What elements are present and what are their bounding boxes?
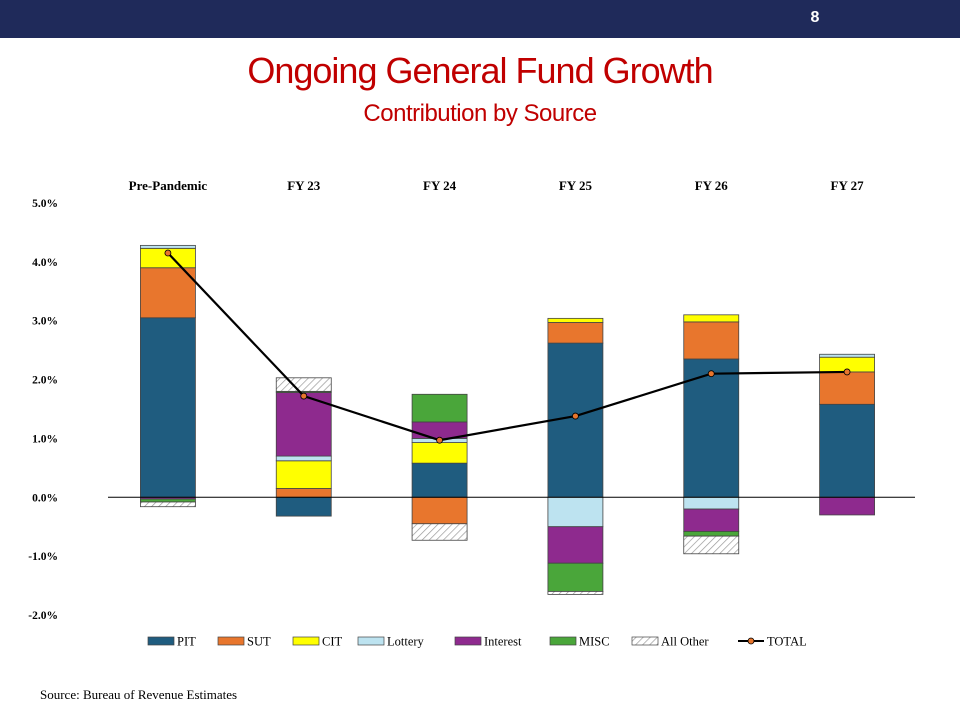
y-axis: 5.0% 4.0% 3.0% 2.0% 1.0% 0.0% -1.0% -2.0% bbox=[28, 198, 58, 622]
bar-segment-lottery bbox=[275, 455, 332, 462]
category-label: FY 26 bbox=[695, 178, 729, 193]
bars bbox=[140, 244, 875, 595]
bar-segment-sut bbox=[819, 371, 875, 405]
bar-segment-sut bbox=[411, 496, 468, 525]
legend-swatch-sut bbox=[217, 636, 245, 646]
bar-segment-all-other bbox=[411, 523, 468, 541]
y-tick-label: 2.0% bbox=[32, 375, 58, 387]
bar-segment-cit bbox=[547, 317, 604, 323]
bar-segment-cit bbox=[411, 442, 468, 464]
bar-segment-sut bbox=[140, 267, 196, 319]
legend-label: PIT bbox=[177, 635, 196, 649]
total-point bbox=[572, 412, 579, 420]
legend: PIT SUT CIT Lottery Interest MISC All Other TOT… bbox=[147, 635, 807, 649]
bar-segment-all-other bbox=[547, 591, 604, 595]
legend-swatch-cit bbox=[292, 636, 320, 646]
bar-segment-lottery bbox=[547, 496, 604, 528]
slide-subtitle: Contribution by Source bbox=[363, 100, 597, 127]
legend-marker-total bbox=[747, 637, 755, 645]
total-point bbox=[164, 249, 172, 257]
legend-swatch-interest bbox=[454, 636, 482, 646]
bar-segment-lottery bbox=[140, 244, 196, 249]
top-banner: 8 bbox=[0, 0, 960, 38]
total-series-line bbox=[167, 252, 848, 442]
bar-segment-sut bbox=[547, 322, 604, 344]
legend-swatch-pit bbox=[147, 636, 175, 646]
bar-segment-interest bbox=[547, 526, 604, 564]
total-point bbox=[707, 370, 715, 378]
y-tick-label: 3.0% bbox=[32, 316, 58, 328]
category-label: FY 24 bbox=[423, 178, 457, 193]
legend-swatch-lottery bbox=[357, 636, 385, 646]
legend-label: Interest bbox=[484, 635, 522, 649]
bar-segment-all-other bbox=[140, 501, 196, 508]
bar-segment-lottery bbox=[683, 496, 740, 510]
bar-segment-pit bbox=[275, 496, 332, 517]
bar-segment-pit bbox=[819, 403, 875, 498]
category-label: FY 23 bbox=[287, 178, 321, 193]
bar-segment-pit bbox=[140, 317, 196, 498]
y-tick-label: 0.0% bbox=[32, 492, 58, 504]
bar-segment-misc bbox=[683, 531, 740, 537]
legend-label: MISC bbox=[579, 635, 610, 649]
category-label: FY 25 bbox=[559, 178, 593, 193]
y-tick-label: 4.0% bbox=[32, 257, 58, 269]
bar-segment-sut bbox=[275, 488, 332, 498]
legend-label: Lottery bbox=[387, 635, 425, 649]
legend-label: SUT bbox=[247, 635, 271, 649]
bar-segment-interest bbox=[683, 508, 740, 532]
category-labels: Pre-Pandemic FY 23 FY 24 FY 25 FY 26 FY 27 bbox=[129, 178, 864, 193]
total-point bbox=[843, 368, 851, 376]
total-line bbox=[164, 249, 851, 444]
y-tick-label: -1.0% bbox=[28, 551, 58, 563]
legend-label: CIT bbox=[322, 635, 343, 649]
y-tick-label: 1.0% bbox=[32, 433, 58, 445]
bar-segment-cit bbox=[683, 314, 740, 323]
legend-label: All Other bbox=[661, 635, 709, 649]
bar-segment-misc bbox=[140, 498, 196, 503]
category-label: FY 27 bbox=[831, 178, 865, 193]
bar-segment-sut bbox=[683, 321, 740, 360]
bar-segment-pit bbox=[683, 358, 740, 498]
category-label: Pre-Pandemic bbox=[129, 178, 208, 193]
source-note: Source: Bureau of Revenue Estimates bbox=[40, 687, 238, 702]
legend-swatch-all-other bbox=[631, 636, 659, 646]
slide-title: Ongoing General Fund Growth bbox=[247, 50, 713, 91]
total-point bbox=[300, 392, 308, 400]
bar-segment-lottery bbox=[819, 353, 875, 358]
bar-segment-cit bbox=[275, 460, 332, 489]
y-tick-label: -2.0% bbox=[28, 610, 58, 622]
page-number: 8 bbox=[810, 9, 820, 26]
y-tick-label: 5.0% bbox=[32, 198, 58, 210]
total-point bbox=[436, 436, 443, 444]
bar-segment-misc bbox=[547, 562, 604, 592]
bar-segment-pit bbox=[411, 462, 468, 498]
bar-segment-all-other bbox=[683, 535, 740, 555]
bar-segment-all-other bbox=[275, 377, 332, 392]
legend-label: TOTAL bbox=[767, 635, 807, 649]
legend-swatch-misc bbox=[549, 636, 577, 646]
bar-segment-interest bbox=[819, 496, 875, 516]
bar-segment-misc bbox=[411, 393, 468, 423]
